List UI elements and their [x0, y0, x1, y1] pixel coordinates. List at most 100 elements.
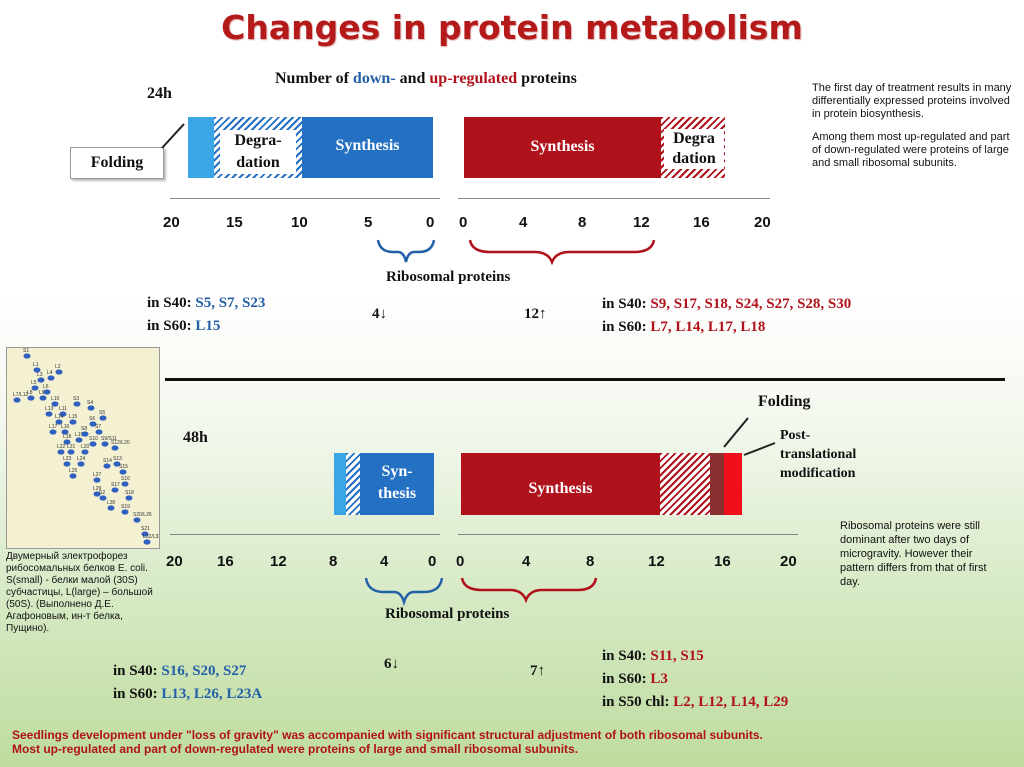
gel-spot-label: L22	[57, 444, 66, 450]
gel-spot	[101, 441, 109, 447]
bar-folding-right-48h	[710, 453, 724, 515]
up-count-24h: 12↑	[524, 306, 547, 322]
up-count-48h: 7↑	[530, 663, 545, 679]
gel-spot-label: S16	[121, 476, 130, 482]
gel-spot	[107, 505, 115, 511]
gel-spot-label: L2	[55, 364, 61, 370]
gel-spot	[49, 429, 57, 435]
gel-spot	[125, 495, 133, 501]
tick-left-48h: 8	[329, 553, 338, 570]
gel-spot-label: S18	[125, 490, 134, 496]
folding-connector-48h	[723, 417, 749, 448]
tick-left-24h: 20	[163, 214, 180, 231]
gel-spot	[23, 353, 31, 359]
gel-spot-label: S20/L26	[133, 512, 152, 518]
gel-spot	[77, 461, 85, 467]
synthesis-right-48h-label: Synthesis	[528, 480, 593, 497]
gel-spot-label: L23	[63, 456, 72, 462]
gel-spot-label: S15	[119, 464, 128, 470]
gel-spot	[113, 461, 121, 467]
bar-synthesis-left-24h	[302, 117, 433, 178]
tick-right-48h: 8	[586, 553, 595, 570]
gel-spot-label: S13	[113, 456, 122, 462]
gel-spot	[57, 449, 65, 455]
gel-spot-label: S14	[103, 458, 112, 464]
gel-spot-label: S6	[89, 416, 95, 422]
note-24h: The first day of treatment results in ma…	[812, 82, 1012, 169]
gel-spot	[81, 449, 89, 455]
synthesis-right-24h-label: Synthesis	[530, 138, 595, 155]
synthesis-left-48h-label: Syn-thesis	[377, 463, 417, 502]
gel-spot	[43, 389, 51, 395]
note-48h: Ribosomal proteins were still dominant a…	[840, 520, 987, 588]
gel-spot	[61, 429, 69, 435]
section-divider	[165, 378, 1005, 381]
up-s50-48h: in S50 chl: L2, L12, L14, L29	[602, 694, 789, 710]
gel-spot-label: L13	[45, 406, 54, 412]
gel-spot-label: L24	[77, 456, 86, 462]
gel-spot-label: L9	[39, 390, 45, 396]
gel-spot-label: S2	[99, 490, 105, 496]
gel-spot	[33, 367, 41, 373]
axis-right-48h-line	[458, 534, 798, 535]
gel-spot	[99, 495, 107, 501]
tick-left-24h: 10	[291, 214, 308, 231]
gel-spot-label: L8	[27, 390, 33, 396]
gel-spot-label: L11	[59, 406, 67, 412]
gel-spot	[27, 395, 35, 401]
up-s40-48h: in S40: S11, S15	[602, 648, 704, 664]
ribosomal-proteins-48h: Ribosomal proteins	[385, 606, 510, 622]
tick-right-24h: 20	[754, 214, 771, 231]
gel-spot	[133, 517, 141, 523]
gel-spot-label: L32/L33	[143, 534, 159, 540]
gel-spot	[69, 419, 77, 425]
gel-spot-label: L10	[51, 396, 60, 402]
gel-spot-label: L1	[33, 362, 39, 368]
degradation-left-24h-label: Degra-dation	[220, 130, 296, 174]
gel-spot-label: S3	[73, 396, 79, 402]
gel-spot	[93, 491, 101, 497]
bar-degradation-left-48h	[346, 453, 360, 515]
folding-label-48h: Folding	[758, 393, 811, 410]
tick-right-48h: 16	[714, 553, 731, 570]
gel-spot-label: S21	[141, 526, 150, 532]
axis-right-24h-line	[458, 198, 770, 199]
gel-spot-label: S10	[89, 436, 98, 442]
subtitle-end: proteins	[517, 70, 577, 87]
gel-spot	[45, 411, 53, 417]
gel-spot-label: L21	[67, 444, 76, 450]
axis-left-24h-line	[170, 198, 440, 199]
tick-left-48h: 20	[166, 553, 183, 570]
chart-subtitle: Number of down- and up-regulated protein…	[275, 70, 577, 88]
subtitle-up: up-regulated	[429, 70, 518, 87]
gel-spot	[39, 395, 47, 401]
gel-spot-label: L4	[47, 370, 53, 376]
gel-spot	[93, 477, 101, 483]
down-s40-48h: in S40: S16, S20, S27	[113, 663, 247, 679]
tick-right-48h: 12	[648, 553, 665, 570]
down-s60-48h: in S60: L13, L26, L23A	[113, 686, 263, 702]
up-s60-48h: in S60: L3	[602, 671, 668, 687]
gel-spot-label: S12/L20	[111, 440, 130, 446]
brace-down-48h	[364, 577, 444, 607]
gel-spot	[69, 473, 77, 479]
subtitle-down: down-	[352, 70, 396, 87]
brace-up-48h	[460, 577, 598, 604]
down-s40-24h: in S40: S5, S7, S23	[147, 295, 266, 311]
gel-spot	[87, 405, 95, 411]
footer-text: Seedlings development under "loss of gra…	[12, 728, 763, 756]
gel-spot-label: L6	[43, 384, 49, 390]
axis-left-48h-line	[170, 534, 440, 535]
gel-spot	[121, 481, 129, 487]
label-24h: 24h	[147, 85, 172, 102]
gel-spot-label: L5	[31, 380, 37, 386]
up-s40-24h: in S40: S9, S17, S18, S24, S27, S28, S30	[602, 296, 852, 312]
gel-spot-label: L7/L12	[13, 392, 29, 398]
gel-spot	[89, 421, 97, 427]
gel-spot	[37, 377, 45, 383]
gel-spot	[73, 401, 81, 407]
